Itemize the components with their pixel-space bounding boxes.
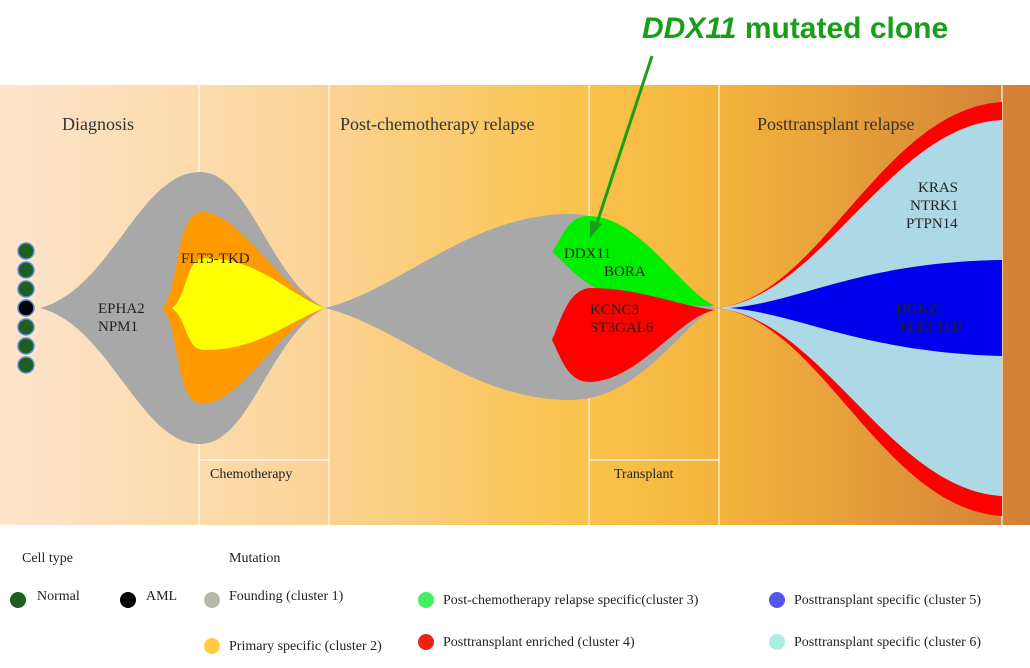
legend-swatch-cluster2	[204, 638, 220, 654]
legend-title-cell-type: Cell type	[22, 551, 73, 566]
phase-title-post-chemo: Post-chemotherapy relapse	[340, 114, 534, 134]
normal-cell-icon	[17, 242, 35, 260]
legend-swatch-normal	[10, 592, 26, 608]
legend-label: Posttransplant specific (cluster 5)	[794, 593, 981, 608]
clone-label: EPHA2	[98, 301, 145, 317]
clone-label: DDX11	[564, 246, 611, 262]
callout-gene: DDX11	[642, 12, 736, 45]
clone-label: ST3GAL6	[590, 320, 654, 336]
legend-label: Post-chemotherapy relapse specific(clust…	[443, 593, 699, 608]
legend-label: AML	[146, 589, 177, 604]
legend-swatch-cluster6	[769, 634, 785, 650]
posttransplant-enriched-clone	[552, 288, 715, 382]
clone-label: DGKZ	[896, 301, 938, 317]
legend-label: Founding (cluster 1)	[229, 589, 344, 604]
cell-column	[17, 242, 35, 374]
legend-label: Posttransplant enriched (cluster 4)	[443, 635, 635, 650]
normal-cell-icon	[17, 356, 35, 374]
legend-swatch-cluster5	[769, 592, 785, 608]
primary-inner-clone	[172, 258, 325, 350]
clone-label: NTRK1	[910, 198, 958, 214]
posttransplant-specific-5	[730, 260, 1002, 356]
legend-items: Normal AML Founding (cluster 1) Post-che…	[10, 589, 981, 654]
callout-arrow	[590, 55, 654, 238]
normal-cell-icon	[17, 337, 35, 355]
treatment-label-chemotherapy: Chemotherapy	[210, 467, 292, 482]
legend-label: Primary specific (cluster 2)	[229, 639, 382, 654]
aml-cell-icon	[17, 299, 35, 317]
normal-cell-icon	[17, 261, 35, 279]
treatment-label-transplant: Transplant	[614, 467, 673, 482]
clone-label: FLT3-TKD	[181, 251, 250, 267]
legend-label: Posttransplant specific (cluster 6)	[794, 635, 981, 650]
phase-title-posttransplant: Posttransplant relapse	[757, 114, 914, 134]
normal-cell-icon	[17, 280, 35, 298]
clone-label: KCNC3	[590, 302, 639, 318]
legend-swatch-aml	[120, 592, 136, 608]
post-chemo-clone	[552, 216, 715, 306]
legend-label: Normal	[37, 589, 80, 604]
normal-cell-icon	[17, 318, 35, 336]
clone-label: KRAS	[918, 180, 958, 196]
phase-title-diagnosis: Diagnosis	[62, 114, 134, 134]
clone-label: FLT3-ITD	[900, 319, 963, 335]
clone-label: BORA	[604, 264, 646, 280]
legend-title-mutation: Mutation	[229, 551, 280, 566]
callout-title: DDX11 mutated clone	[642, 12, 948, 45]
clone-label: NPM1	[98, 319, 138, 335]
legend-swatch-cluster4	[418, 634, 434, 650]
legend-swatch-cluster3	[418, 592, 434, 608]
legend-swatch-founding	[204, 592, 220, 608]
callout-suffix: mutated clone	[736, 12, 948, 45]
clone-label: PTPN14	[906, 216, 958, 232]
